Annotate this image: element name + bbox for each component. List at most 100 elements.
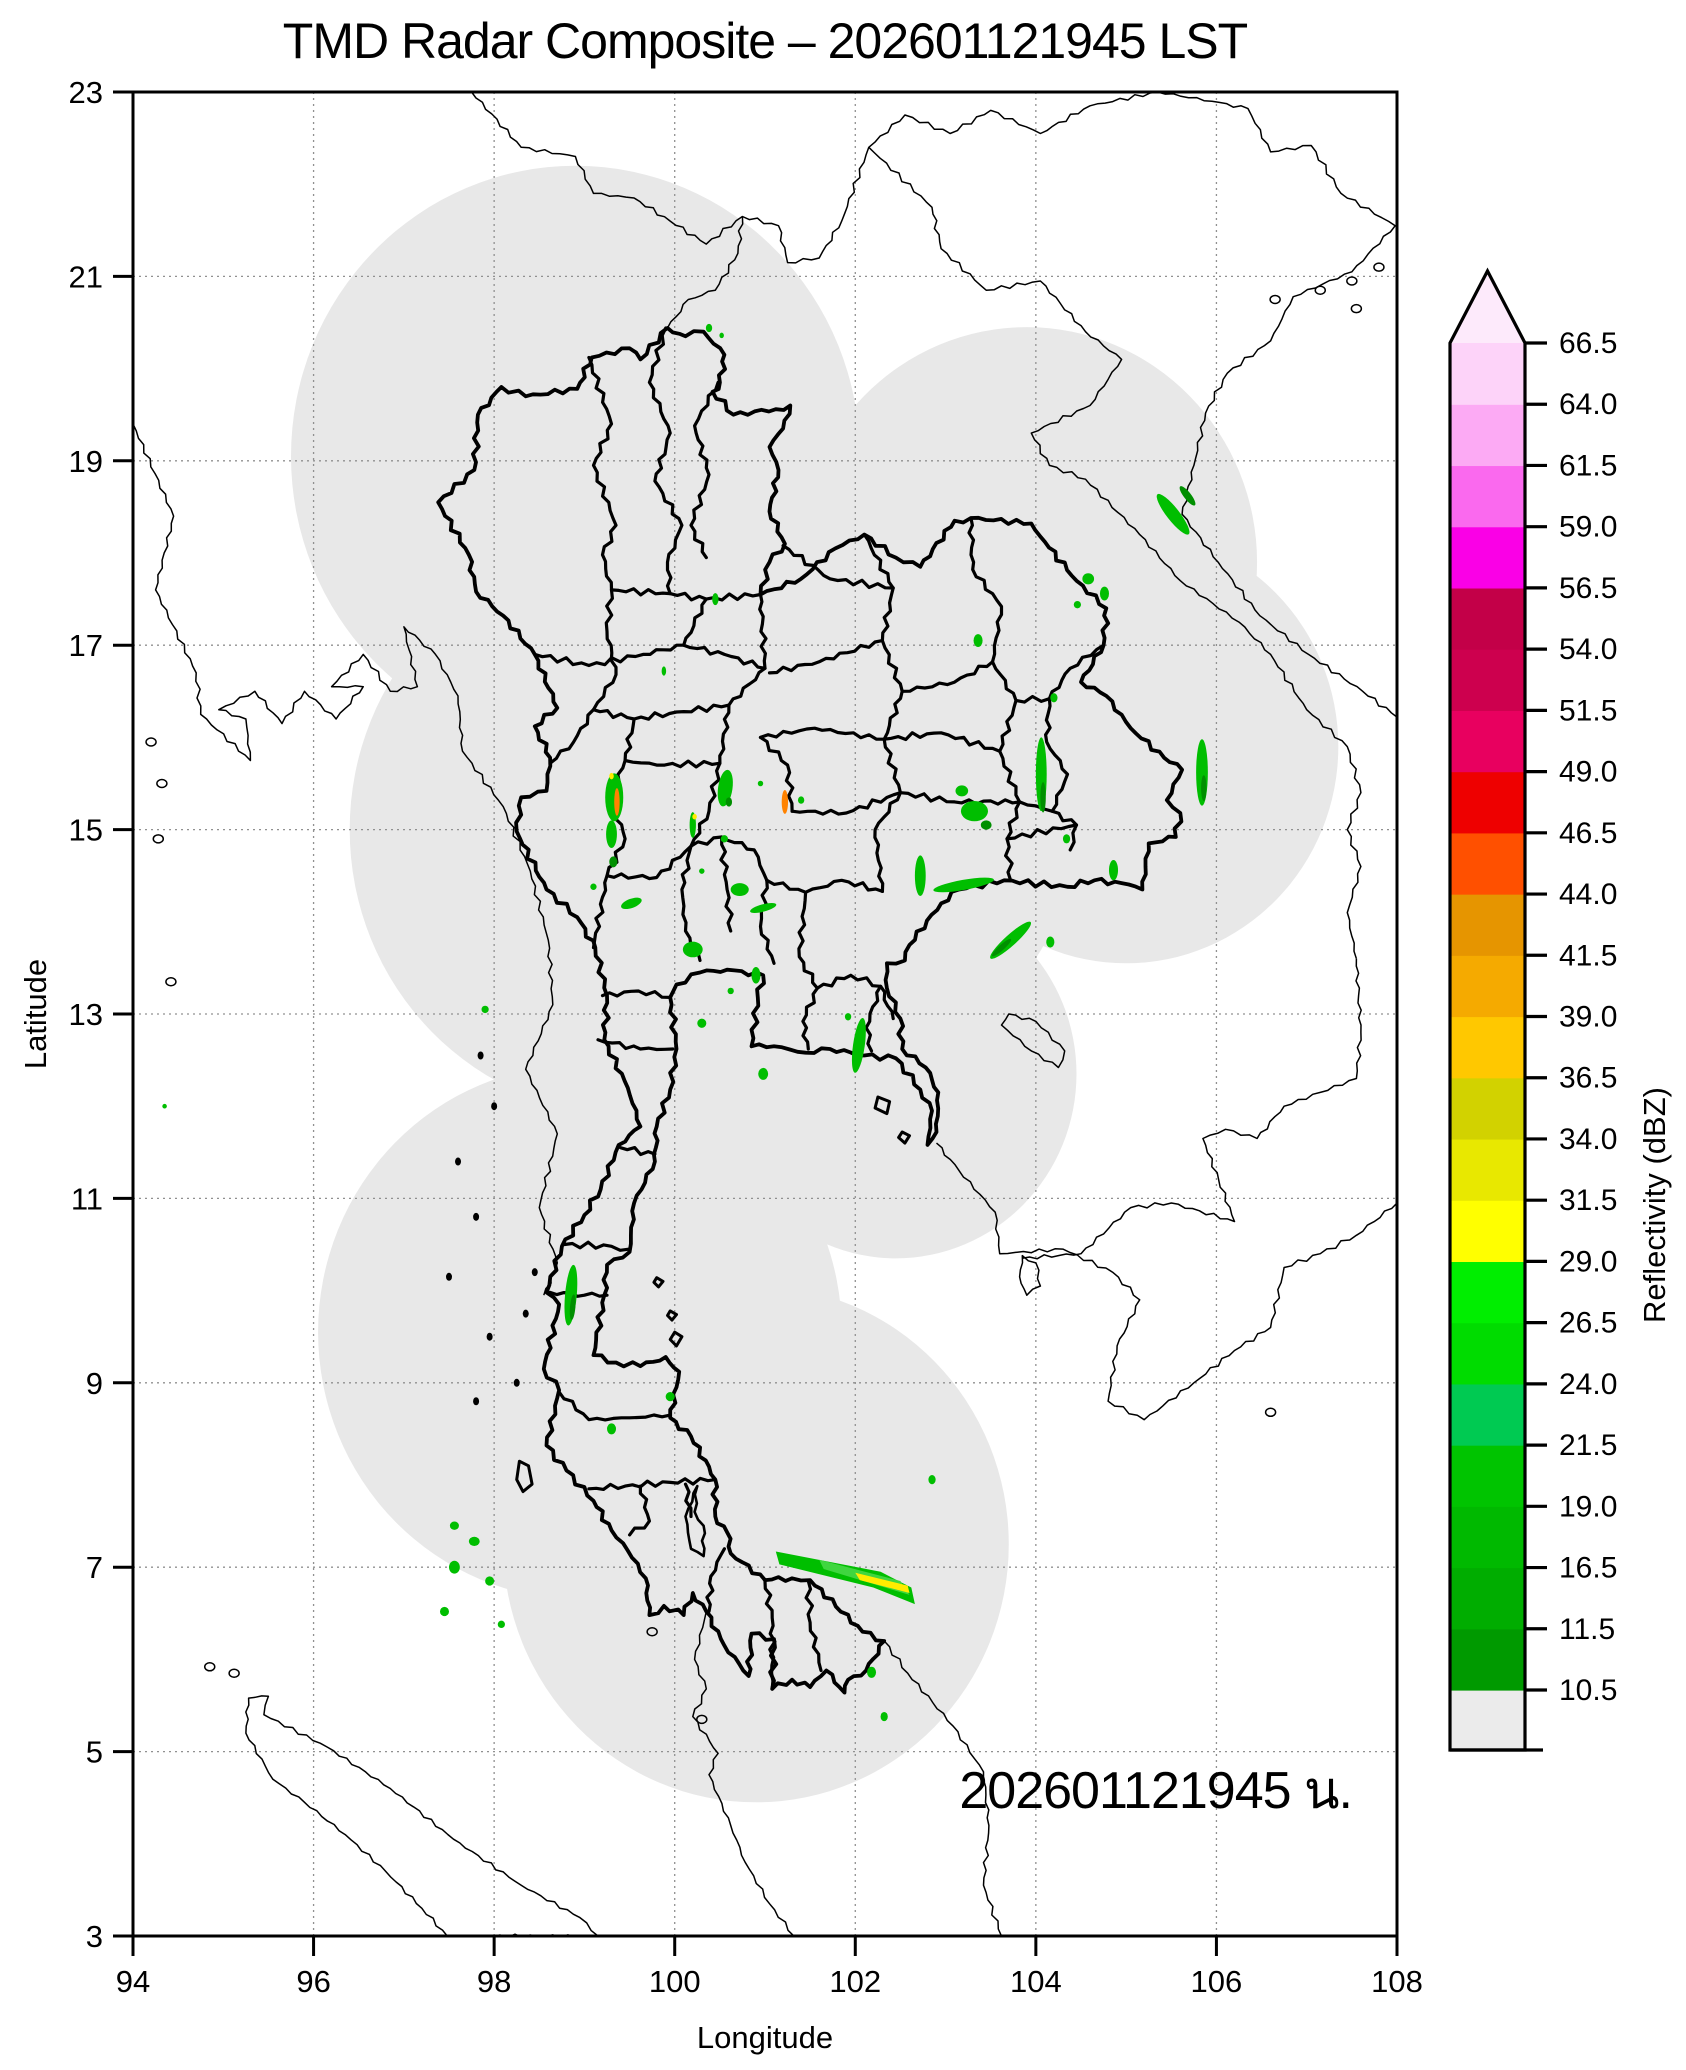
radar-echo — [697, 1018, 707, 1028]
y-tick-label: 3 — [86, 1919, 103, 1954]
small-island — [156, 778, 168, 789]
radar-echo — [717, 769, 733, 807]
radar-echo — [1156, 493, 1190, 535]
small-island — [1264, 1407, 1277, 1418]
island-speck — [531, 1268, 538, 1277]
colorbar-tick-label: 39.0 — [1559, 1001, 1617, 1034]
small-island — [165, 976, 177, 987]
y-axis-label: Latitude — [18, 958, 53, 1070]
radar-echo — [481, 1005, 489, 1014]
radar-echo — [750, 902, 777, 913]
neighbor-border-line — [883, 1640, 1003, 1936]
colorbar-segment — [1450, 1200, 1525, 1263]
archipelago-specks — [446, 1051, 538, 1406]
colorbar-segment — [1450, 832, 1525, 895]
colorbar-segment — [1450, 1567, 1525, 1630]
colorbar-segment — [1450, 1506, 1525, 1569]
colorbar-tick-label: 66.5 — [1559, 327, 1617, 360]
province-border — [548, 1290, 609, 1298]
colorbar-segment — [1450, 1628, 1525, 1691]
radar-echo — [605, 773, 624, 822]
radar-echo — [867, 1666, 877, 1678]
neighbor-border-line — [470, 92, 1158, 264]
province-border — [763, 1579, 777, 1691]
colorbar-segment — [1450, 1138, 1525, 1201]
radar-echo — [661, 666, 667, 676]
colorbar-tick-label: 24.0 — [1559, 1368, 1617, 1401]
colorbar-tick-label: 49.0 — [1559, 756, 1617, 789]
x-tick-label: 94 — [116, 1964, 150, 1999]
radar-echo — [1201, 775, 1207, 802]
island-speck — [491, 1102, 498, 1111]
colorbar-segment — [1450, 404, 1525, 467]
province-border — [815, 973, 895, 1021]
colorbar-segment — [1450, 1077, 1525, 1140]
x-tick-label: 102 — [829, 1964, 881, 1999]
colorbar-segment — [1450, 710, 1525, 773]
radar-echo — [699, 868, 705, 874]
thai-island — [873, 1095, 892, 1116]
radar-echo — [973, 634, 983, 648]
colorbar-segment — [1450, 649, 1525, 711]
province-border — [767, 639, 884, 675]
province-border — [689, 703, 731, 848]
province-border — [591, 666, 767, 721]
province-border — [683, 1482, 693, 1519]
province-border — [628, 1484, 651, 1537]
province-border — [689, 380, 720, 560]
radar-echo — [621, 897, 642, 910]
radar-echo-streak — [855, 1572, 910, 1593]
colorbar-segment — [1450, 1261, 1525, 1324]
island-speck — [522, 1309, 529, 1318]
thai-island — [666, 1309, 678, 1322]
province-border — [1018, 800, 1054, 813]
province-border — [533, 597, 708, 668]
province-border — [862, 533, 904, 893]
neighbor-border-line — [133, 423, 559, 1296]
x-tick-label: 100 — [649, 1964, 701, 1999]
radar-echo — [797, 796, 805, 804]
x-tick-label: 104 — [1010, 1964, 1062, 1999]
thai-island — [897, 1130, 911, 1145]
radar-echo — [730, 883, 749, 896]
small-island — [228, 1668, 240, 1678]
page-title: TMD Radar Composite – 202601121945 LST — [282, 13, 1248, 69]
small-island — [1269, 294, 1281, 305]
colorbar-tick-label: 46.5 — [1559, 817, 1617, 850]
y-tick-label: 11 — [71, 1181, 103, 1216]
x-tick-label: 106 — [1191, 1964, 1243, 1999]
colorbar-tick-label: 59.0 — [1559, 511, 1617, 544]
colorbar-tick-label: 56.5 — [1559, 572, 1617, 605]
radar-coverage-circle — [503, 1285, 1009, 1803]
colorbar-tick-label: 36.5 — [1559, 1062, 1617, 1095]
colorbar-label: Reflectivity (dBZ) — [1637, 1087, 1672, 1323]
radar-echo — [665, 1392, 675, 1402]
island-speck — [446, 1272, 452, 1281]
province-border — [864, 984, 883, 1053]
province-border — [758, 878, 776, 965]
radar-echo — [1108, 860, 1119, 881]
colorbar-segment — [1450, 1016, 1525, 1079]
map-area — [133, 92, 1397, 1936]
small-island — [1350, 303, 1363, 314]
thailand-outline — [436, 326, 1184, 1695]
gridlines — [133, 92, 1397, 1936]
province-border — [605, 844, 693, 881]
small-island — [1373, 262, 1385, 272]
radar-echo — [712, 593, 719, 606]
neighbor-border-line — [936, 1142, 1397, 1421]
colorbar-segment — [1450, 1445, 1525, 1507]
radar-echo — [751, 966, 761, 984]
radar-echo — [692, 813, 697, 820]
island-speck — [477, 1051, 484, 1060]
neighbor-coast-closed — [245, 1695, 599, 1936]
radar-echo — [844, 1013, 852, 1021]
radar-echo — [851, 1017, 866, 1073]
colorbar-segment — [1450, 1690, 1525, 1750]
thai-island — [652, 1276, 665, 1289]
y-tick-label: 13 — [69, 997, 103, 1032]
province-border — [900, 660, 995, 693]
province-border — [781, 544, 895, 590]
